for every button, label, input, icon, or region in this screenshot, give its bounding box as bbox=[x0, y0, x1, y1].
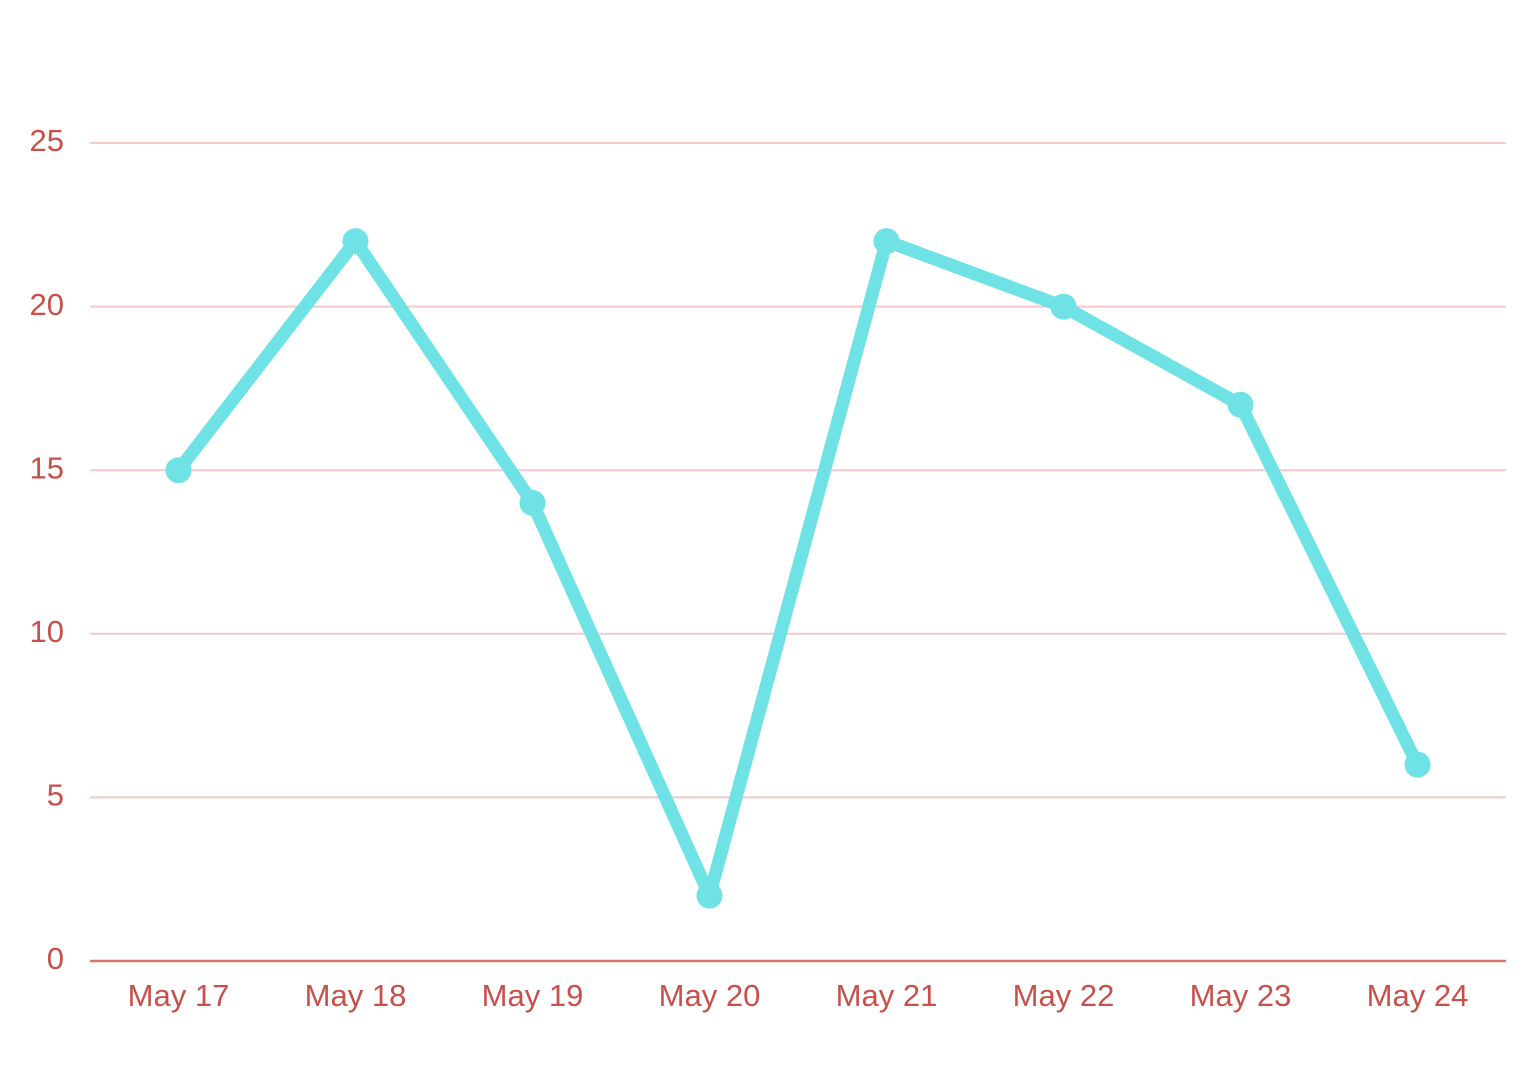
x-tick-label: May 20 bbox=[659, 978, 761, 1013]
point bbox=[1050, 293, 1077, 320]
point bbox=[1227, 391, 1254, 418]
x-tick-label: May 18 bbox=[305, 978, 407, 1013]
x-tick-label: May 17 bbox=[128, 978, 230, 1013]
y-tick-label: 10 bbox=[30, 614, 64, 649]
y-tick-label: 0 bbox=[47, 941, 64, 976]
x-tick-label: May 22 bbox=[1013, 978, 1115, 1013]
y-tick-label: 20 bbox=[30, 287, 64, 322]
x-tick-label: May 24 bbox=[1367, 978, 1469, 1013]
x-tick-label: May 21 bbox=[836, 978, 938, 1013]
y-tick-label: 5 bbox=[47, 778, 64, 813]
y-tick-label: 25 bbox=[30, 123, 64, 158]
point bbox=[696, 882, 723, 909]
point bbox=[519, 489, 546, 516]
x-tick-label: May 19 bbox=[482, 978, 584, 1013]
x-tick-label: May 23 bbox=[1190, 978, 1292, 1013]
y-tick-label: 15 bbox=[30, 450, 64, 485]
point bbox=[1404, 751, 1431, 778]
point bbox=[165, 457, 192, 484]
point bbox=[873, 228, 900, 255]
point bbox=[342, 228, 369, 255]
line bbox=[172, 234, 1424, 903]
